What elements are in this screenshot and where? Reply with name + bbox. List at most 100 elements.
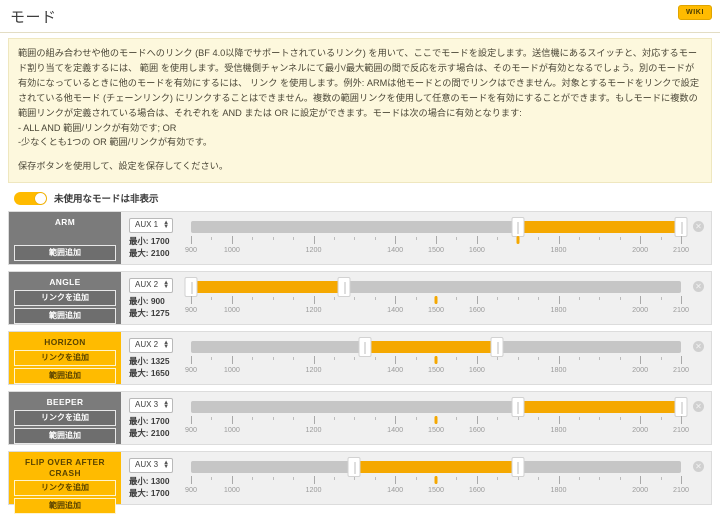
tick-minor	[415, 357, 417, 361]
add-link-button[interactable]: リンクを追加	[14, 409, 116, 426]
range-max-value: 最大: 1650	[129, 367, 170, 378]
tick-label: 1800	[550, 305, 567, 315]
add-range-button[interactable]: 範囲追加	[14, 427, 116, 444]
slider-handle-min[interactable]	[511, 397, 525, 418]
tick-minor	[599, 297, 601, 301]
tick-minor	[578, 417, 580, 421]
remove-range-icon[interactable]: ✕	[693, 221, 704, 233]
tick-major	[476, 236, 478, 245]
range-max-value: 最大: 2100	[129, 247, 170, 258]
slider-handle-min[interactable]	[347, 457, 361, 478]
tick-major	[476, 476, 478, 485]
remove-range-icon[interactable]: ✕	[693, 281, 704, 293]
remove-range-icon[interactable]: ✕	[693, 341, 704, 353]
tick-minor	[293, 357, 295, 361]
range-slider[interactable]: 900 1000 1200 1400 1500 1600 1800 2000 2100	[185, 216, 689, 264]
aux-channel-value: AUX 2	[135, 340, 159, 350]
tick-minor	[517, 417, 519, 421]
tick-minor	[456, 477, 458, 481]
add-link-button[interactable]: リンクを追加	[14, 289, 116, 306]
range-slider[interactable]: 900 1000 1200 1400 1500 1600 1800 2000 2100	[185, 336, 689, 384]
tick-minor	[578, 237, 580, 241]
add-link-button[interactable]: リンクを追加	[14, 349, 116, 366]
tick-minor	[660, 297, 662, 301]
tick-label: 1500	[428, 365, 444, 375]
tick-minor	[354, 297, 356, 301]
add-link-button[interactable]: リンクを追加	[14, 480, 116, 497]
slider-tick-labels: 900 1000 1200 1400 1500 1600 1800 2000 2100	[185, 305, 689, 315]
tick-minor	[538, 297, 540, 301]
tick-minor	[252, 237, 254, 241]
note-paragraph-1: 範囲の組み合わせや他のモードへのリンク (BF 4.0以降でサポートされているリ…	[18, 48, 700, 118]
tick-minor	[354, 237, 356, 241]
tick-label: 1400	[387, 485, 404, 495]
aux-channel-select[interactable]: AUX 2 ▲ ▼	[129, 338, 174, 353]
mode-row: BEEPER リンクを追加 範囲追加 AUX 3 ▲ ▼ 最小: 1700 最大: 2100 9…	[8, 391, 712, 446]
page-header: モード WIKI	[0, 0, 720, 33]
slider-track[interactable]	[191, 217, 688, 238]
aux-channel-select[interactable]: AUX 1 ▲ ▼	[129, 218, 174, 233]
tick-major	[313, 416, 315, 425]
add-range-button[interactable]: 範囲追加	[14, 245, 116, 262]
add-range-button[interactable]: 範囲追加	[14, 498, 116, 515]
slider-track[interactable]	[184, 277, 681, 298]
slider-tick-area	[191, 236, 682, 245]
tick-label: 1000	[223, 305, 240, 315]
current-channel-marker	[434, 416, 438, 425]
aux-channel-select[interactable]: AUX 3 ▲ ▼	[129, 398, 174, 413]
mode-body: AUX 2 ▲ ▼ 最小: 1325 最大: 1650 900 1000 1200 1400 15…	[121, 332, 711, 384]
tick-minor	[517, 477, 519, 481]
remove-range-icon[interactable]: ✕	[693, 461, 704, 473]
slider-range-fill	[517, 401, 681, 414]
tick-minor	[497, 477, 499, 481]
slider-track[interactable]	[191, 457, 681, 478]
tick-minor	[272, 297, 274, 301]
tick-minor	[660, 357, 662, 361]
tick-minor	[252, 417, 254, 421]
mode-body: AUX 2 ▲ ▼ 最小: 900 最大: 1275 900 1000 1200 1400 150…	[121, 272, 711, 324]
slider-handle-max[interactable]	[511, 457, 525, 478]
tick-major	[395, 416, 397, 425]
add-range-button[interactable]: 範囲追加	[14, 367, 116, 384]
channel-column: AUX 2 ▲ ▼ 最小: 900 最大: 1275	[129, 276, 191, 324]
range-slider[interactable]: 900 1000 1200 1400 1500 1600 1800 2000 2100	[185, 396, 689, 444]
range-min-value: 最小: 900	[129, 295, 165, 306]
chevron-updown-icon: ▲ ▼	[163, 459, 170, 471]
mode-name: ANGLE	[49, 277, 81, 288]
range-min-value: 最小: 1700	[129, 415, 170, 426]
mode-body: AUX 1 ▲ ▼ 最小: 1700 最大: 2100 900 1000 1200 1400 15…	[121, 212, 711, 264]
tick-minor	[578, 297, 580, 301]
slider-track[interactable]	[191, 397, 688, 418]
mode-row: ANGLE リンクを追加 範囲追加 AUX 2 ▲ ▼ 最小: 900 最大: 1275 900…	[8, 271, 712, 326]
tick-major	[640, 356, 642, 365]
wiki-button[interactable]: WIKI	[678, 5, 712, 20]
tick-minor	[538, 237, 540, 241]
slider-track[interactable]	[191, 337, 681, 358]
tick-minor	[293, 417, 295, 421]
tick-label: 2100	[673, 485, 689, 495]
tick-label: 900	[185, 425, 197, 435]
slider-handle-min[interactable]	[184, 277, 198, 298]
range-slider[interactable]: 900 1000 1200 1400 1500 1600 1800 2000 2100	[185, 456, 689, 504]
slider-handle-min[interactable]	[358, 337, 372, 358]
slider-handle-max[interactable]	[674, 397, 688, 418]
hide-unused-modes-switch[interactable]	[14, 191, 47, 205]
remove-range-icon[interactable]: ✕	[693, 401, 704, 413]
mode-row: HORIZON リンクを追加 範囲追加 AUX 2 ▲ ▼ 最小: 1325 最大: 1650…	[8, 331, 712, 386]
tick-minor	[293, 297, 295, 301]
slider-handle-max[interactable]	[674, 217, 688, 238]
slider-handle-min[interactable]	[511, 217, 525, 238]
tick-label: 1500	[428, 245, 444, 255]
aux-channel-select[interactable]: AUX 2 ▲ ▼	[129, 278, 174, 293]
range-slider[interactable]: 900 1000 1200 1400 1500 1600 1800 2000 2100	[184, 276, 689, 324]
tick-label: 1200	[305, 425, 322, 435]
slider-handle-max[interactable]	[337, 277, 351, 298]
tick-major	[640, 296, 642, 305]
aux-channel-select[interactable]: AUX 3 ▲ ▼	[129, 458, 174, 473]
add-range-button[interactable]: 範囲追加	[14, 307, 116, 324]
slider-handle-max[interactable]	[490, 337, 504, 358]
tick-label: 2000	[632, 305, 649, 315]
tick-major	[191, 236, 192, 245]
aux-channel-value: AUX 2	[135, 280, 159, 290]
tick-minor	[456, 237, 458, 241]
